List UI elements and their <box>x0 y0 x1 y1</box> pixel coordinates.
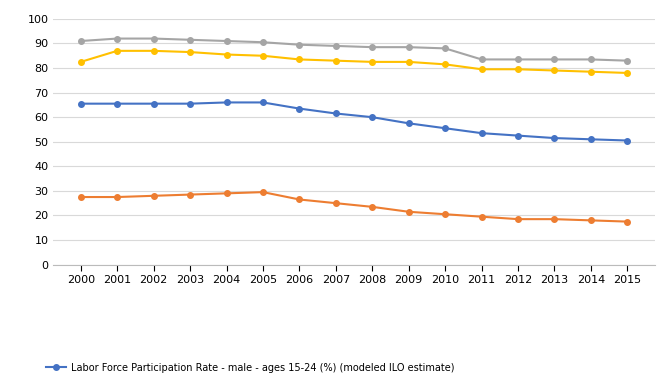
Vulnerable employment, male (% of male employment) (modeled ILO estimate) <box>77 60 85 64</box>
Vulnerable employment, female (% of female employment) (modeled ILO estimate) <box>550 57 558 62</box>
Labor Force Participation Rate - male - ages 15-24 (%) (modeled ILO estimate) <box>405 121 413 125</box>
Vulnerable employment, male (% of male employment) (modeled ILO estimate) <box>186 50 194 54</box>
Labor Force Participation Rate - female - ages 15-24 (%) (modeled ILO estimate) <box>405 209 413 214</box>
Labor Force Participation Rate - male - ages 15-24 (%) (modeled ILO estimate) <box>587 137 595 142</box>
Labor Force Participation Rate - female - ages 15-24 (%) (modeled ILO estimate) <box>550 217 558 222</box>
Labor Force Participation Rate - male - ages 15-24 (%) (modeled ILO estimate) <box>295 106 303 111</box>
Labor Force Participation Rate - female - ages 15-24 (%) (modeled ILO estimate) <box>259 190 267 194</box>
Labor Force Participation Rate - female - ages 15-24 (%) (modeled ILO estimate) <box>332 201 340 206</box>
Vulnerable employment, male (% of male employment) (modeled ILO estimate) <box>514 67 522 71</box>
Vulnerable employment, male (% of male employment) (modeled ILO estimate) <box>259 54 267 58</box>
Vulnerable employment, female (% of female employment) (modeled ILO estimate) <box>259 40 267 45</box>
Vulnerable employment, female (% of female employment) (modeled ILO estimate) <box>77 39 85 43</box>
Vulnerable employment, male (% of male employment) (modeled ILO estimate) <box>332 59 340 63</box>
Labor Force Participation Rate - male - ages 15-24 (%) (modeled ILO estimate) <box>259 100 267 105</box>
Line: Labor Force Participation Rate - male - ages 15-24 (%) (modeled ILO estimate): Labor Force Participation Rate - male - … <box>78 100 630 143</box>
Vulnerable employment, male (% of male employment) (modeled ILO estimate) <box>222 52 230 57</box>
Vulnerable employment, female (% of female employment) (modeled ILO estimate) <box>623 59 631 63</box>
Vulnerable employment, female (% of female employment) (modeled ILO estimate) <box>405 45 413 50</box>
Vulnerable employment, male (% of male employment) (modeled ILO estimate) <box>368 60 376 64</box>
Labor Force Participation Rate - male - ages 15-24 (%) (modeled ILO estimate) <box>113 101 121 106</box>
Vulnerable employment, male (% of male employment) (modeled ILO estimate) <box>550 68 558 73</box>
Labor Force Participation Rate - male - ages 15-24 (%) (modeled ILO estimate) <box>332 111 340 116</box>
Vulnerable employment, male (% of male employment) (modeled ILO estimate) <box>295 57 303 62</box>
Labor Force Participation Rate - male - ages 15-24 (%) (modeled ILO estimate) <box>222 100 230 105</box>
Vulnerable employment, female (% of female employment) (modeled ILO estimate) <box>113 36 121 41</box>
Labor Force Participation Rate - male - ages 15-24 (%) (modeled ILO estimate) <box>514 133 522 138</box>
Labor Force Participation Rate - female - ages 15-24 (%) (modeled ILO estimate) <box>441 212 449 217</box>
Vulnerable employment, female (% of female employment) (modeled ILO estimate) <box>514 57 522 62</box>
Vulnerable employment, male (% of male employment) (modeled ILO estimate) <box>150 49 158 53</box>
Labor Force Participation Rate - female - ages 15-24 (%) (modeled ILO estimate) <box>514 217 522 222</box>
Vulnerable employment, male (% of male employment) (modeled ILO estimate) <box>587 70 595 74</box>
Labor Force Participation Rate - female - ages 15-24 (%) (modeled ILO estimate) <box>623 219 631 224</box>
Line: Labor Force Participation Rate - female - ages 15-24 (%) (modeled ILO estimate): Labor Force Participation Rate - female … <box>78 189 630 225</box>
Labor Force Participation Rate - female - ages 15-24 (%) (modeled ILO estimate) <box>478 214 486 219</box>
Labor Force Participation Rate - female - ages 15-24 (%) (modeled ILO estimate) <box>77 195 85 199</box>
Labor Force Participation Rate - female - ages 15-24 (%) (modeled ILO estimate) <box>295 197 303 202</box>
Labor Force Participation Rate - male - ages 15-24 (%) (modeled ILO estimate) <box>368 115 376 119</box>
Labor Force Participation Rate - female - ages 15-24 (%) (modeled ILO estimate) <box>368 204 376 209</box>
Labor Force Participation Rate - female - ages 15-24 (%) (modeled ILO estimate) <box>587 218 595 223</box>
Vulnerable employment, male (% of male employment) (modeled ILO estimate) <box>478 67 486 71</box>
Labor Force Participation Rate - male - ages 15-24 (%) (modeled ILO estimate) <box>186 101 194 106</box>
Legend: Labor Force Participation Rate - male - ages 15-24 (%) (modeled ILO estimate), L: Labor Force Participation Rate - male - … <box>46 363 480 378</box>
Vulnerable employment, female (% of female employment) (modeled ILO estimate) <box>332 44 340 48</box>
Vulnerable employment, male (% of male employment) (modeled ILO estimate) <box>113 49 121 53</box>
Labor Force Participation Rate - male - ages 15-24 (%) (modeled ILO estimate) <box>77 101 85 106</box>
Labor Force Participation Rate - male - ages 15-24 (%) (modeled ILO estimate) <box>550 136 558 140</box>
Vulnerable employment, male (% of male employment) (modeled ILO estimate) <box>405 60 413 64</box>
Labor Force Participation Rate - male - ages 15-24 (%) (modeled ILO estimate) <box>441 126 449 130</box>
Labor Force Participation Rate - male - ages 15-24 (%) (modeled ILO estimate) <box>150 101 158 106</box>
Line: Vulnerable employment, female (% of female employment) (modeled ILO estimate): Vulnerable employment, female (% of fema… <box>78 36 630 64</box>
Vulnerable employment, female (% of female employment) (modeled ILO estimate) <box>186 37 194 42</box>
Labor Force Participation Rate - male - ages 15-24 (%) (modeled ILO estimate) <box>623 138 631 143</box>
Vulnerable employment, female (% of female employment) (modeled ILO estimate) <box>222 39 230 43</box>
Vulnerable employment, female (% of female employment) (modeled ILO estimate) <box>368 45 376 50</box>
Labor Force Participation Rate - female - ages 15-24 (%) (modeled ILO estimate) <box>150 194 158 198</box>
Vulnerable employment, female (% of female employment) (modeled ILO estimate) <box>150 36 158 41</box>
Vulnerable employment, female (% of female employment) (modeled ILO estimate) <box>295 42 303 47</box>
Vulnerable employment, male (% of male employment) (modeled ILO estimate) <box>441 62 449 67</box>
Labor Force Participation Rate - female - ages 15-24 (%) (modeled ILO estimate) <box>186 192 194 197</box>
Vulnerable employment, male (% of male employment) (modeled ILO estimate) <box>623 71 631 75</box>
Line: Vulnerable employment, male (% of male employment) (modeled ILO estimate): Vulnerable employment, male (% of male e… <box>78 48 630 76</box>
Labor Force Participation Rate - male - ages 15-24 (%) (modeled ILO estimate) <box>478 131 486 135</box>
Labor Force Participation Rate - female - ages 15-24 (%) (modeled ILO estimate) <box>113 195 121 199</box>
Vulnerable employment, female (% of female employment) (modeled ILO estimate) <box>478 57 486 62</box>
Labor Force Participation Rate - female - ages 15-24 (%) (modeled ILO estimate) <box>222 191 230 196</box>
Vulnerable employment, female (% of female employment) (modeled ILO estimate) <box>587 57 595 62</box>
Vulnerable employment, female (% of female employment) (modeled ILO estimate) <box>441 46 449 51</box>
